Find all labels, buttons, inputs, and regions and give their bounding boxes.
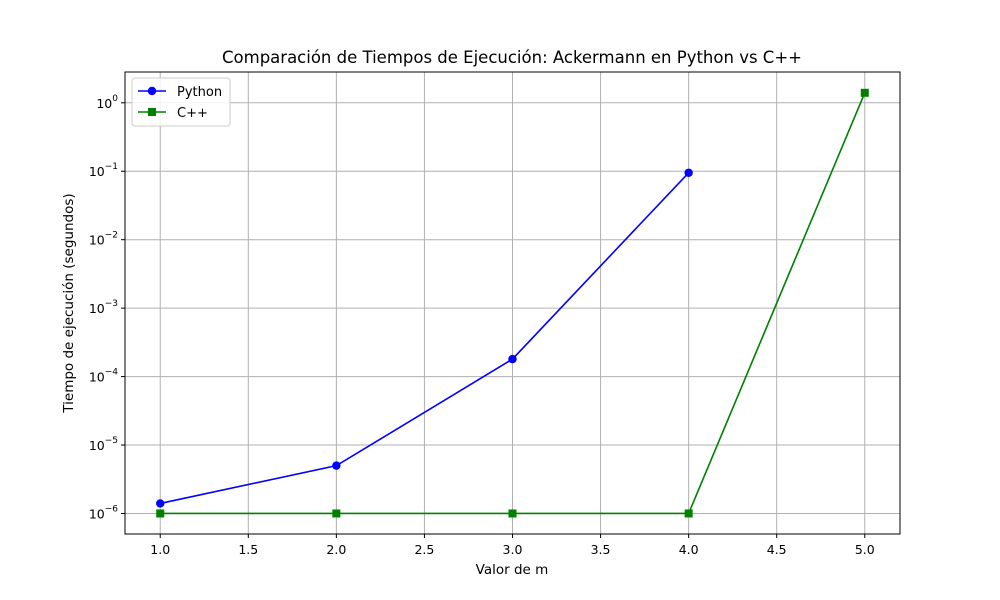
data-point-c xyxy=(332,509,341,518)
legend-label-c: C++ xyxy=(177,106,208,121)
legend-label-python: Python xyxy=(177,85,222,100)
y-tick-label: 10−1 xyxy=(89,162,118,179)
data-point-python xyxy=(508,354,517,364)
y-tick-label: 10−6 xyxy=(89,504,118,521)
data-point-python xyxy=(684,168,693,177)
x-tick-label: 3.0 xyxy=(503,542,523,557)
x-tick-label: 4.0 xyxy=(679,542,699,557)
data-point-python xyxy=(332,461,341,470)
y-tick-label: 10−4 xyxy=(89,368,118,385)
y-tick-label: 10−3 xyxy=(89,299,118,316)
x-tick-label: 2.5 xyxy=(414,542,434,557)
x-tick-label: 2.0 xyxy=(326,542,346,557)
x-tick-label: 5.0 xyxy=(855,542,875,557)
x-axis-label: Valor de m xyxy=(476,562,549,578)
data-point-c xyxy=(156,509,165,518)
legend-marker-python xyxy=(147,86,157,96)
y-tick-label: 100 xyxy=(96,94,118,111)
legend-box xyxy=(131,77,231,127)
x-tick-label: 1.0 xyxy=(150,542,170,557)
legend: Python C++ xyxy=(131,77,231,127)
y-tick-label: 10−2 xyxy=(89,231,118,248)
x-tick-label: 4.5 xyxy=(767,542,787,557)
data-point-c xyxy=(684,509,693,518)
data-point-python xyxy=(156,499,165,508)
y-axis-label: Tiempo de ejecución (segundos) xyxy=(61,193,77,413)
chart-title: Comparación de Tiempos de Ejecución: Ack… xyxy=(222,48,802,67)
legend-marker-c xyxy=(148,108,156,116)
series-layer xyxy=(156,88,869,518)
x-tick-label: 1.5 xyxy=(238,542,258,557)
data-point-c xyxy=(508,509,517,518)
data-point-c xyxy=(860,88,869,97)
tick-layer: 1.0 1.5 2.0 2.5 3.0 3.5 4.0 4.5 5.0 10−6 10−5 10−4 1… xyxy=(89,94,875,557)
x-tick-label: 3.5 xyxy=(591,542,611,557)
series-line-python xyxy=(160,172,690,505)
y-tick-label: 10−5 xyxy=(89,436,118,453)
